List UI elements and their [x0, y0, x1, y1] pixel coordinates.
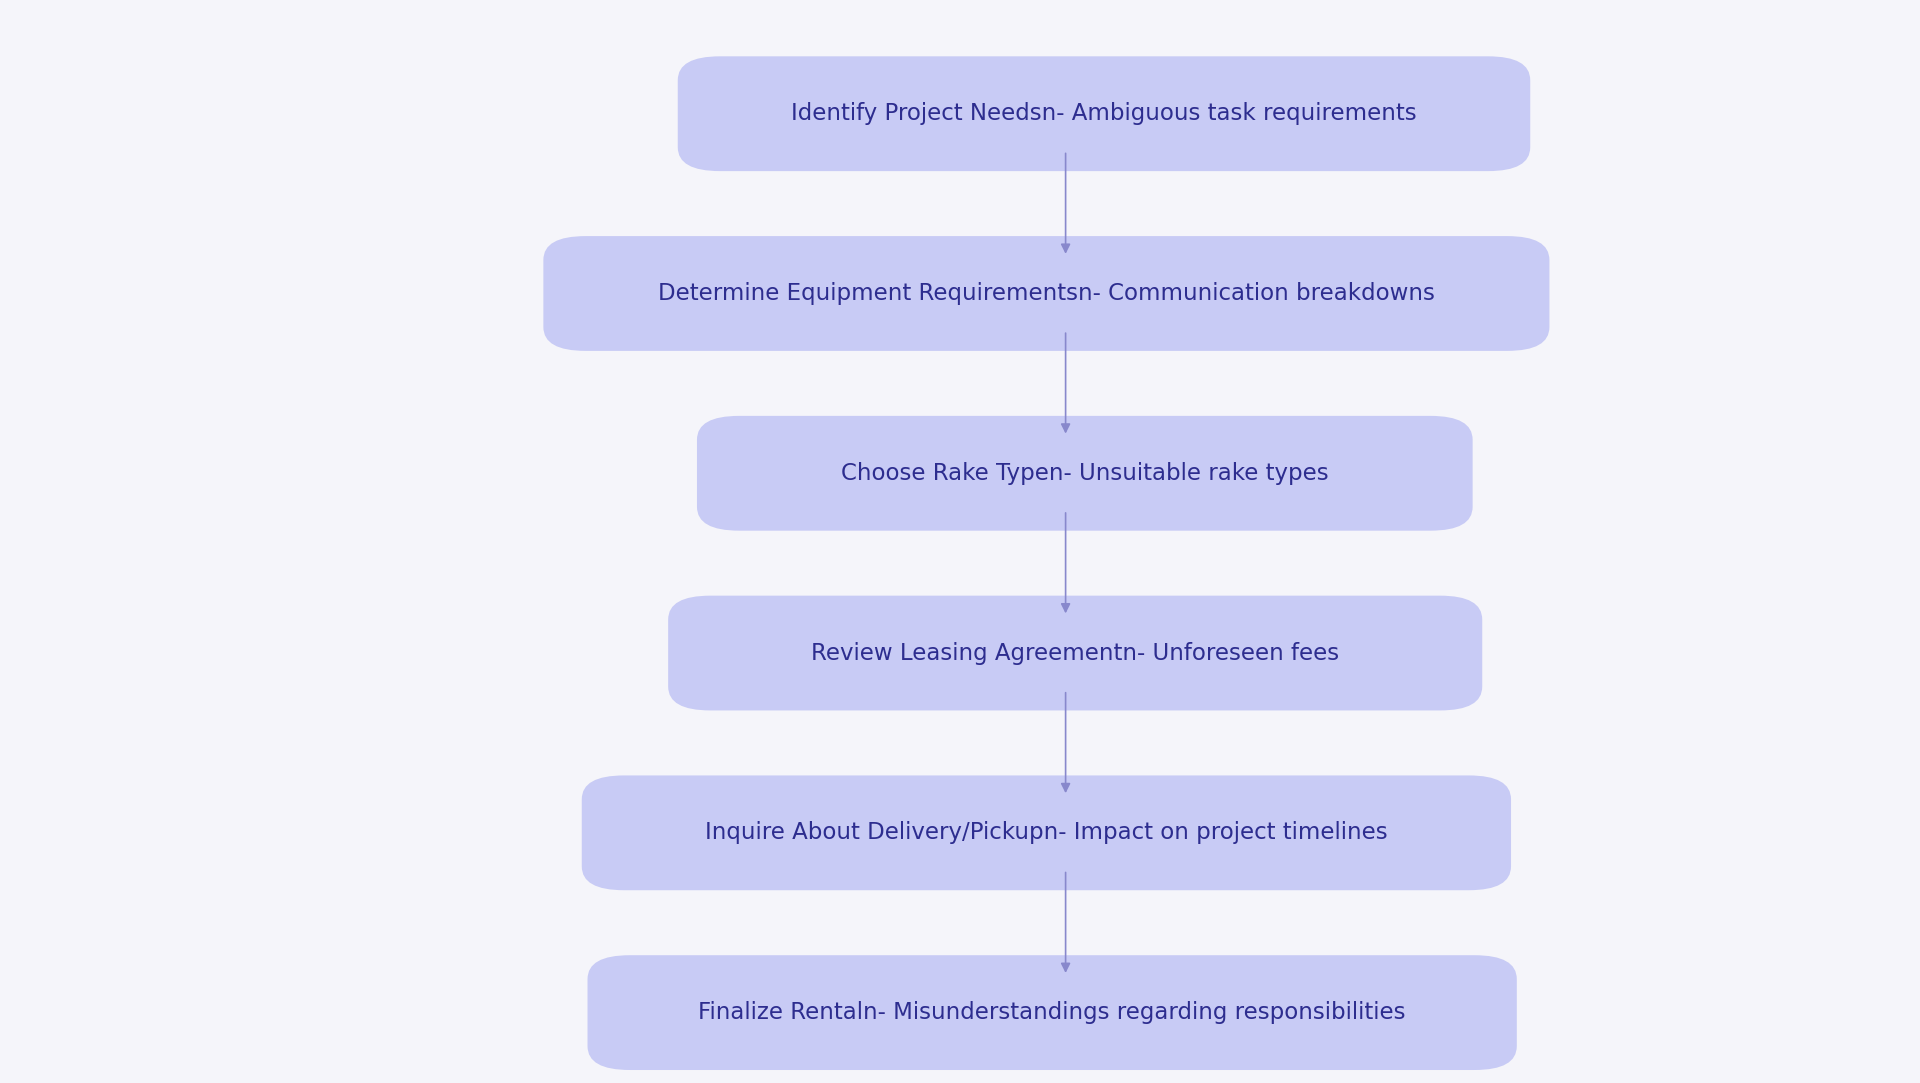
Text: Identify Project Needsn- Ambiguous task requirements: Identify Project Needsn- Ambiguous task … — [791, 102, 1417, 126]
FancyBboxPatch shape — [697, 416, 1473, 531]
Text: Finalize Rentaln- Misunderstandings regarding responsibilities: Finalize Rentaln- Misunderstandings rega… — [699, 1001, 1405, 1025]
Text: Choose Rake Typen- Unsuitable rake types: Choose Rake Typen- Unsuitable rake types — [841, 461, 1329, 485]
Text: Inquire About Delivery/Pickupn- Impact on project timelines: Inquire About Delivery/Pickupn- Impact o… — [705, 821, 1388, 845]
FancyBboxPatch shape — [668, 596, 1482, 710]
Text: Determine Equipment Requirementsn- Communication breakdowns: Determine Equipment Requirementsn- Commu… — [659, 282, 1434, 305]
FancyBboxPatch shape — [588, 955, 1517, 1070]
Text: Review Leasing Agreementn- Unforeseen fees: Review Leasing Agreementn- Unforeseen fe… — [810, 641, 1340, 665]
FancyBboxPatch shape — [582, 775, 1511, 890]
FancyBboxPatch shape — [543, 236, 1549, 351]
FancyBboxPatch shape — [678, 56, 1530, 171]
